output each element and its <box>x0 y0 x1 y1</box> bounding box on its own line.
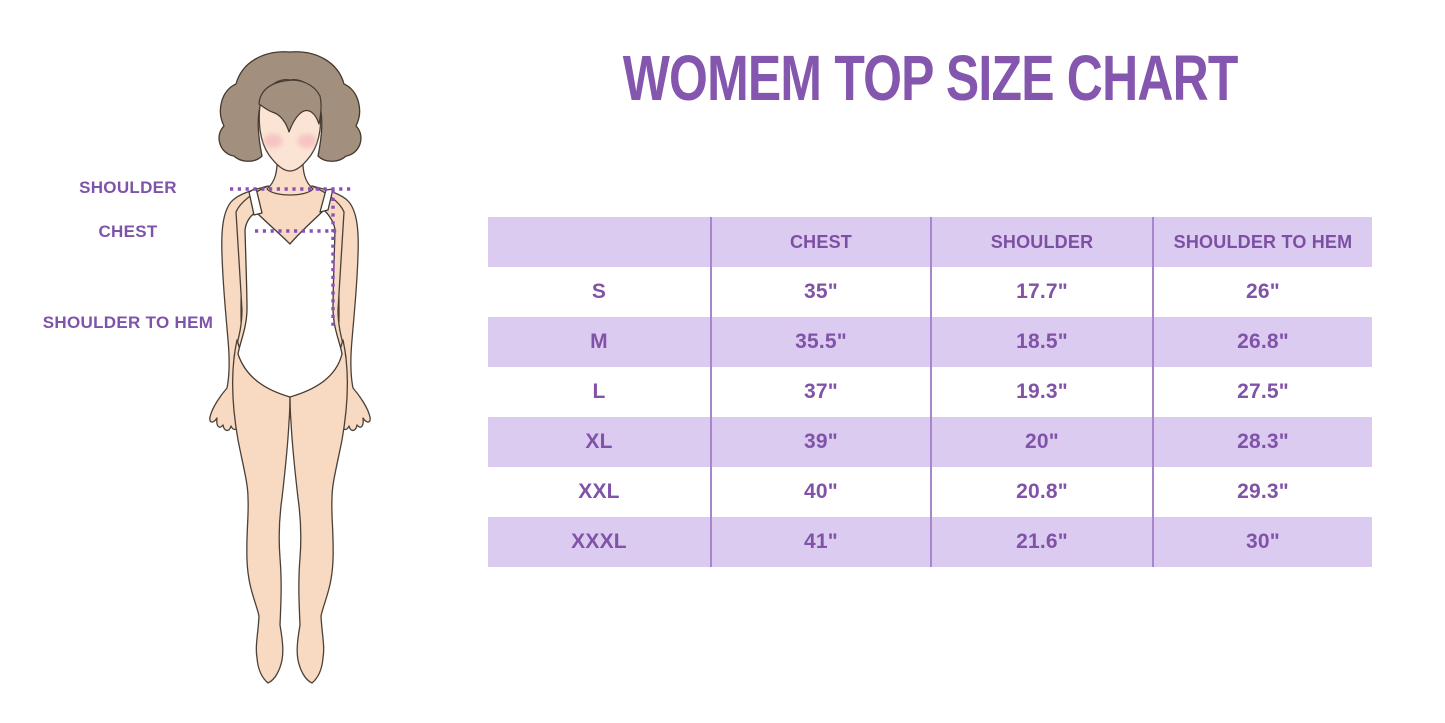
table-row-m: M 35.5" 18.5" 26.8" <box>488 317 1372 367</box>
size-cell: S <box>591 280 607 303</box>
size-cell: XXL <box>578 480 620 503</box>
shoulder-to-hem-cell: 28.3" <box>1152 417 1372 467</box>
shoulder-to-hem-cell: 29.3" <box>1152 467 1372 517</box>
chest-cell: 39" <box>710 417 930 467</box>
shoulder-cell: 20.8" <box>930 467 1152 517</box>
table-row-xxxl: XXXL 41" 21.6" 30" <box>488 517 1372 567</box>
label-shoulder-to-hem: SHOULDER TO HEM <box>42 313 214 332</box>
col-header-shoulder-to-hem: SHOULDER TO HEM <box>1152 217 1372 267</box>
shoulder-cell: 20" <box>930 417 1152 467</box>
shoulder-cell: 19.3" <box>930 367 1152 417</box>
col-header-chest: CHEST <box>710 217 930 267</box>
table-row-xl: XL 39" 20" 28.3" <box>488 417 1372 467</box>
size-cell: XXXL <box>571 530 627 553</box>
page-title: WOMEM TOP SIZE CHART <box>488 46 1372 110</box>
chest-cell: 35" <box>710 267 930 317</box>
chest-cell: 41" <box>710 517 930 567</box>
chest-cell: 37" <box>710 367 930 417</box>
table-header-row: CHEST SHOULDER SHOULDER TO HEM <box>488 217 1372 267</box>
label-chest: CHEST <box>98 222 158 241</box>
label-shoulder: SHOULDER <box>79 178 177 197</box>
shoulder-to-hem-cell: 26" <box>1152 267 1372 317</box>
table-row-l: L 37" 19.3" 27.5" <box>488 367 1372 417</box>
table-row-s: S 35" 17.7" 26" <box>488 267 1372 317</box>
bodysuit <box>237 209 343 398</box>
shoulder-cell: 17.7" <box>930 267 1152 317</box>
shoulder-cell: 21.6" <box>930 517 1152 567</box>
hair-fringe <box>258 79 322 133</box>
chest-cell: 35.5" <box>710 317 930 367</box>
left-cheek-blush <box>263 134 283 148</box>
size-cell: M <box>590 330 608 353</box>
shoulder-to-hem-cell: 26.8" <box>1152 317 1372 367</box>
right-leg <box>289 339 349 684</box>
shoulder-cell: 18.5" <box>930 317 1152 367</box>
col-header-shoulder: SHOULDER <box>930 217 1152 267</box>
size-cell: L <box>592 380 606 403</box>
right-cheek-blush <box>297 134 317 148</box>
size-cell: XL <box>585 430 613 453</box>
left-leg <box>231 339 291 684</box>
shoulder-to-hem-cell: 27.5" <box>1152 367 1372 417</box>
size-table: CHEST SHOULDER SHOULDER TO HEM S 35" 17.… <box>488 217 1372 567</box>
table-row-xxl: XXL 40" 20.8" 29.3" <box>488 467 1372 517</box>
col-header-size <box>488 217 710 267</box>
chest-cell: 40" <box>710 467 930 517</box>
page-title-text: WOMEM TOP SIZE CHART <box>622 42 1239 114</box>
shoulder-to-hem-cell: 30" <box>1152 517 1372 567</box>
woman-figure-illustration <box>209 51 371 684</box>
